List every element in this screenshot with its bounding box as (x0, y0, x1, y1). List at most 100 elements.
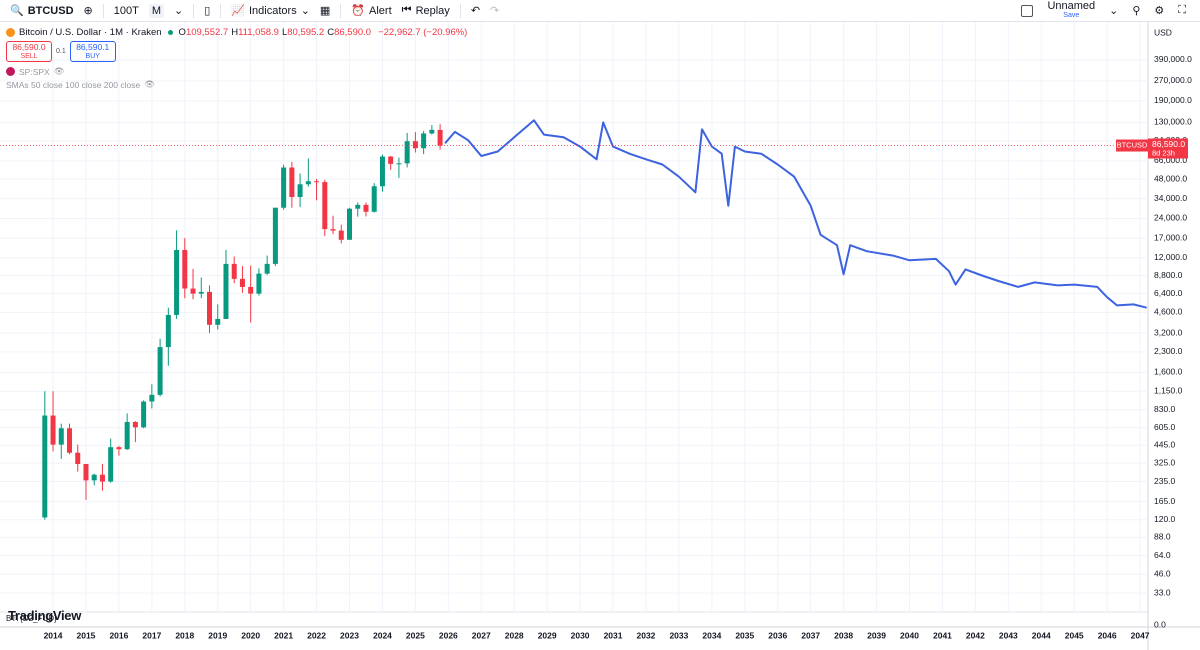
candle-body (50, 415, 56, 445)
candle-body (396, 163, 402, 165)
overlay[interactable]: SP:SPX (19, 66, 50, 77)
buy-button[interactable]: 86,590.1 BUY (69, 41, 116, 62)
candle-body (231, 263, 237, 279)
overlay-icon (6, 67, 15, 76)
y-tick-label: 270,000.0 (1154, 75, 1192, 85)
sell-price[interactable]: 86,590.0 (12, 41, 46, 52)
candle-body (297, 184, 303, 198)
layout-menu[interactable]: ⌄ (1109, 5, 1119, 17)
y-tick-label: 88.0 (1154, 532, 1171, 542)
y-tick-label: 445.0 (1154, 439, 1176, 449)
ohlc-value: 80,595.2 (287, 27, 325, 38)
layout-name[interactable]: Unnamed (1047, 0, 1096, 12)
price-axis-panel (1148, 22, 1200, 650)
buy-price[interactable]: 86,590.1 (76, 41, 110, 52)
alert-label[interactable]: Alert (369, 4, 392, 17)
x-tick-label: 2016 (109, 630, 128, 640)
redo-button[interactable]: ↷ (490, 5, 500, 17)
candle-body (256, 273, 262, 294)
layout-checkbox[interactable] (1021, 4, 1034, 17)
ohlc-value: 111,058.9 (238, 27, 279, 38)
x-tick-label: 2044 (1032, 630, 1051, 640)
candle-body (116, 447, 122, 450)
x-tick-label: 2040 (900, 630, 919, 640)
symbol-search[interactable]: 🔍 BTCUSD (10, 4, 74, 18)
x-tick-label: 2041 (933, 630, 952, 640)
settings-button[interactable]: ⚙ (1154, 5, 1165, 17)
candle-body (429, 129, 435, 134)
interval[interactable]: M (148, 3, 165, 18)
x-tick-label: 2034 (702, 630, 721, 640)
layouts-button[interactable]: ▦ (319, 5, 331, 17)
branding: TradingView (8, 608, 82, 623)
separator (193, 3, 195, 18)
y-tick-label: 1,150.0 (1154, 386, 1183, 396)
x-tick-label: 2038 (834, 630, 853, 640)
x-tick-label: 2017 (142, 630, 161, 640)
legend-title[interactable]: Bitcoin / U.S. Dollar · 1M · Kraken (19, 27, 162, 38)
candle-body (281, 167, 287, 208)
y-tick-label: 64.0 (1154, 550, 1171, 560)
candle-body (83, 463, 89, 481)
interval-menu[interactable]: ⌄ (174, 5, 184, 17)
x-tick-label: 2037 (801, 630, 820, 640)
legend-main: Bitcoin / U.S. Dollar · 1M · Kraken O109… (6, 26, 470, 39)
y-tick-label: 165.0 (1154, 496, 1176, 506)
indicators-label[interactable]: Indicators (249, 4, 297, 17)
layout-save[interactable]: Unnamed Save (1047, 0, 1096, 20)
candle-body (289, 167, 295, 198)
y-tick-label: 605.0 (1154, 422, 1176, 432)
overlay-row: SMAs 50 close 100 close 200 close 👁 (6, 78, 470, 91)
separator (220, 3, 222, 18)
x-tick-label: 2024 (373, 630, 392, 640)
x-tick-label: 2046 (1098, 630, 1117, 640)
x-tick-label: 2028 (505, 630, 524, 640)
candle-body (124, 421, 130, 450)
alert-button[interactable]: ⏰ Alert (351, 4, 392, 18)
candle-body (108, 447, 114, 482)
visibility-icon[interactable]: 👁 (144, 79, 155, 89)
legend: Bitcoin / U.S. Dollar · 1M · Kraken O109… (6, 26, 470, 91)
compare-button[interactable]: ⊕ (83, 5, 93, 17)
sell-label[interactable]: SELL (20, 52, 38, 60)
interval-tick[interactable]: 100T (113, 4, 139, 17)
candle-body (207, 291, 213, 325)
visibility-icon[interactable]: 👁 (53, 66, 65, 76)
projection-line (444, 119, 1147, 309)
indicators-button[interactable]: 📈 Indicators ⌄ (231, 4, 310, 18)
save-label[interactable]: Save (1063, 11, 1080, 19)
replay-label[interactable]: Replay (415, 4, 450, 17)
buy-label[interactable]: BUY (85, 52, 100, 60)
candle-body (264, 263, 270, 274)
x-tick-label: 2027 (472, 630, 491, 640)
x-tick-label: 2031 (604, 630, 623, 640)
candle-body (42, 415, 48, 518)
y-tick-label: 12,000.0 (1154, 252, 1187, 262)
candle-body (58, 428, 64, 445)
chart-type-button[interactable]: ▯ (204, 5, 211, 17)
x-tick-label: 2045 (1065, 630, 1084, 640)
x-tick-label: 2032 (637, 630, 656, 640)
ohlc-key: O (178, 27, 186, 38)
y-tick-label: 190,000.0 (1154, 95, 1192, 105)
y-tick-label: 130,000.0 (1154, 117, 1192, 127)
fullscreen-button[interactable]: ⛶ (1178, 4, 1186, 16)
replay-button[interactable]: ⏮ Replay (401, 4, 450, 17)
y-tick-label: 235.0 (1154, 476, 1176, 486)
candle-body (412, 141, 418, 149)
separator (340, 3, 342, 18)
undo-button[interactable]: ↶ (470, 5, 481, 17)
candle-body (347, 208, 353, 240)
y-tick-label: 830.0 (1154, 404, 1176, 414)
x-tick-label: 2033 (669, 630, 688, 640)
symbol[interactable]: BTCUSD (27, 4, 74, 17)
candle-body (314, 181, 320, 183)
overlay[interactable]: SMAs 50 close 100 close 200 close (6, 79, 141, 90)
sell-button[interactable]: 86,590.0 SELL (6, 41, 52, 62)
candle-body (198, 291, 204, 294)
x-tick-label: 2036 (768, 630, 787, 640)
search-button[interactable]: ⚲ (1132, 5, 1141, 17)
